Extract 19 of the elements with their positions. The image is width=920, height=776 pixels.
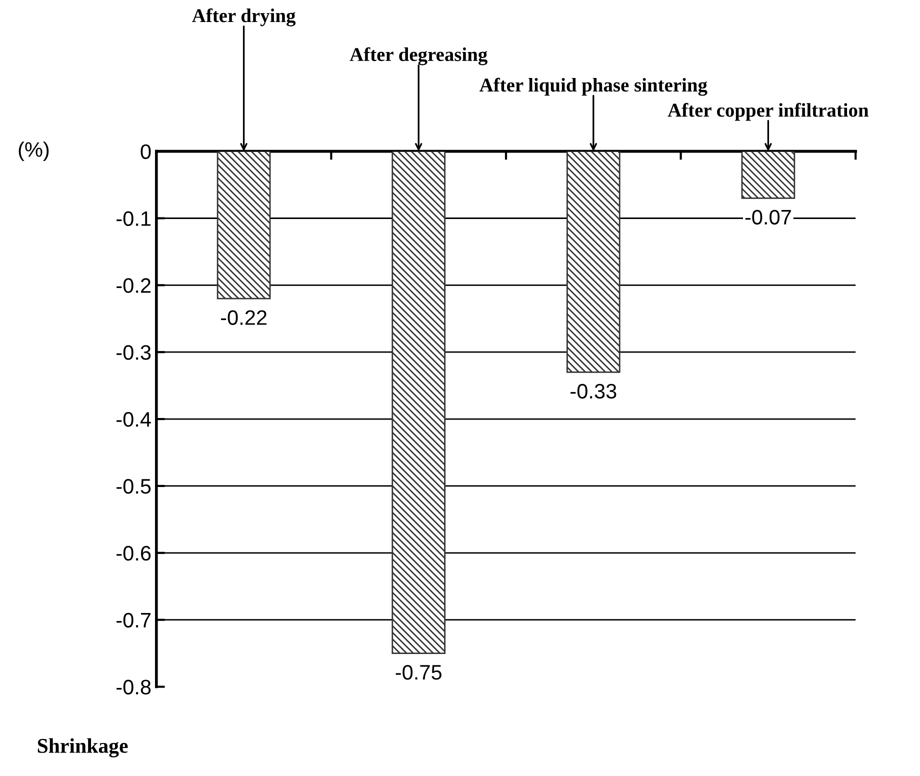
text: After liquid phase sintering [480,78,708,96]
y-tick-label: -0.8 [116,680,151,695]
text: After copper infiltration [668,102,869,121]
data-label: -0.75 [396,664,442,680]
data-label: -0.33 [570,384,616,399]
y-tick-label: -0.3 [116,345,151,360]
text: After drying [192,8,296,26]
y-tick-label: -0.1 [116,211,151,226]
text: Shrinkage [38,738,128,758]
y-tick-label: 0 [140,144,151,160]
y-tick-label: -0.5 [116,478,151,494]
data-label: -0.07 [745,210,791,225]
y-tick-label: -0.6 [116,546,151,561]
y-tick-label: -0.7 [116,612,150,628]
data-label: -0.22 [220,310,266,325]
y-axis-title: (%) [18,142,49,162]
y-tick-label: -0.2 [116,278,150,293]
text: After degreasing [350,47,488,66]
y-tick-label: -0.4 [116,412,151,427]
